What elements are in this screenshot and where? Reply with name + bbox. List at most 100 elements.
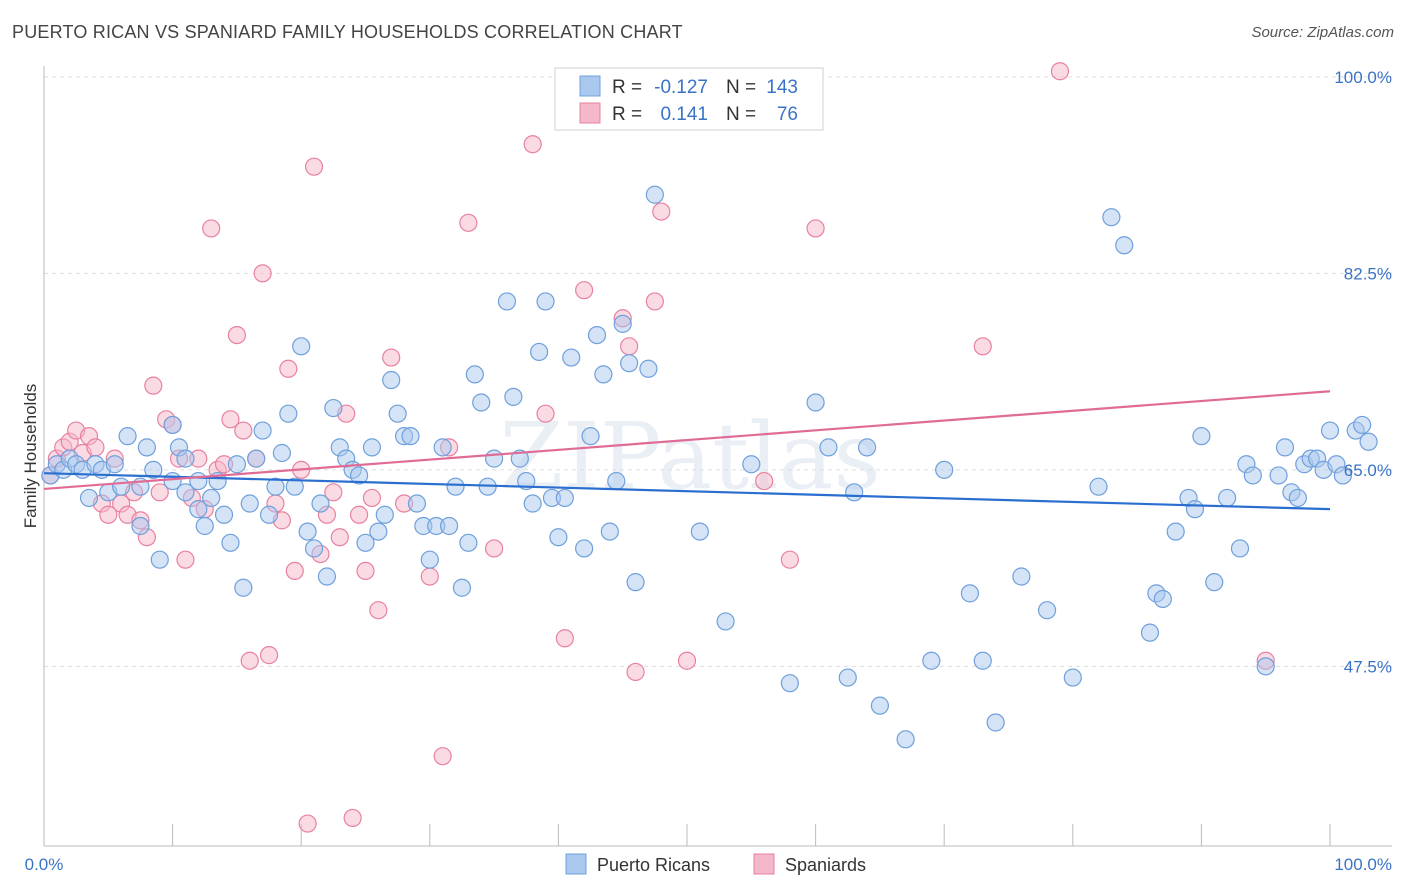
puerto-rican-point-121 bbox=[1192, 427, 1211, 446]
spaniard-point-34 bbox=[259, 646, 279, 665]
axes bbox=[43, 66, 1392, 847]
puerto-rican-point-63 bbox=[439, 516, 459, 536]
puerto-rican-point-15 bbox=[137, 438, 156, 457]
spaniard-point-49 bbox=[356, 561, 375, 581]
puerto-rican-point-43 bbox=[311, 494, 330, 513]
puerto-rican-point-118 bbox=[1166, 522, 1185, 541]
puerto-rican-point-79 bbox=[549, 528, 568, 547]
puerto-rican-point-39 bbox=[285, 477, 304, 496]
spaniard-point-67 bbox=[652, 202, 671, 221]
spaniard-point-29 bbox=[227, 326, 246, 345]
spaniard-point-45 bbox=[330, 528, 349, 547]
puerto-rican-point-76 bbox=[530, 342, 549, 362]
puerto-rican-point-122 bbox=[1205, 573, 1224, 592]
puerto-rican-point-99 bbox=[838, 668, 857, 687]
y-tick-labels: 47.5% 65.0% 82.5% 100.0% bbox=[1334, 68, 1392, 676]
legend-swatch-blue bbox=[579, 75, 601, 97]
spaniard-point-37 bbox=[279, 359, 298, 378]
puerto-rican-point-128 bbox=[1269, 466, 1288, 485]
puerto-rican-point-103 bbox=[896, 730, 915, 749]
spaniard-point-62 bbox=[575, 281, 594, 300]
spaniard-point-64 bbox=[620, 337, 639, 356]
series-label-spaniards: Spaniards bbox=[785, 855, 866, 875]
puerto-rican-point-108 bbox=[986, 713, 1005, 732]
grid bbox=[44, 76, 1392, 667]
puerto-rican-point-32 bbox=[240, 494, 259, 513]
x-tick-labels: 0.0% 100.0% bbox=[25, 855, 1392, 874]
puerto-rican-point-117 bbox=[1153, 589, 1172, 609]
puerto-rican-point-60 bbox=[420, 550, 439, 569]
puerto-rican-point-74 bbox=[517, 471, 536, 491]
puerto-rican-point-33 bbox=[247, 449, 266, 468]
puerto-ricans-points bbox=[41, 185, 1378, 749]
puerto-rican-point-68 bbox=[472, 393, 491, 412]
spaniard-point-16 bbox=[144, 376, 163, 395]
puerto-rican-point-42 bbox=[304, 539, 324, 558]
puerto-rican-point-12 bbox=[118, 427, 137, 446]
puerto-rican-point-24 bbox=[189, 500, 208, 519]
legend-r-label-1: R = bbox=[612, 104, 642, 125]
legend-swatch-pink bbox=[579, 102, 601, 124]
spaniard-point-38 bbox=[285, 561, 304, 581]
puerto-rican-point-123 bbox=[1218, 488, 1237, 508]
puerto-rican-point-17 bbox=[150, 550, 169, 569]
puerto-rican-point-71 bbox=[497, 292, 517, 311]
spaniard-point-31 bbox=[240, 651, 259, 670]
puerto-rican-point-41 bbox=[298, 522, 317, 541]
puerto-rican-point-40 bbox=[292, 337, 311, 356]
spaniard-point-48 bbox=[349, 505, 369, 524]
spaniard-point-21 bbox=[176, 550, 195, 569]
puerto-rican-point-6 bbox=[79, 488, 99, 508]
puerto-rican-point-38 bbox=[279, 404, 298, 423]
chart-title: PUERTO RICAN VS SPANIARD FAMILY HOUSEHOL… bbox=[12, 22, 683, 42]
puerto-rican-point-25 bbox=[195, 516, 214, 536]
puerto-rican-point-30 bbox=[227, 455, 246, 474]
puerto-rican-point-136 bbox=[1320, 421, 1340, 440]
y-axis-label: Family Households bbox=[21, 384, 40, 529]
puerto-rican-point-62 bbox=[433, 438, 452, 457]
trend-line-1 bbox=[43, 390, 1331, 491]
spaniard-point-7 bbox=[86, 438, 105, 457]
puerto-rican-point-92 bbox=[645, 185, 664, 204]
puerto-rican-point-67 bbox=[465, 365, 484, 384]
legend-n-value-1: 76 bbox=[777, 104, 798, 125]
puerto-rican-point-23 bbox=[189, 471, 208, 491]
spaniard-point-40 bbox=[298, 814, 317, 833]
chart-source: Source: ZipAtlas.com bbox=[1251, 24, 1394, 41]
spaniard-point-44 bbox=[324, 483, 343, 502]
puerto-rican-point-86 bbox=[600, 522, 619, 541]
spaniard-point-33 bbox=[253, 264, 272, 283]
puerto-rican-point-10 bbox=[105, 455, 124, 474]
puerto-rican-point-83 bbox=[581, 427, 600, 446]
puerto-rican-point-124 bbox=[1230, 539, 1250, 558]
puerto-rican-point-138 bbox=[1333, 466, 1352, 485]
puerto-rican-point-114 bbox=[1115, 236, 1134, 255]
puerto-rican-point-126 bbox=[1243, 466, 1262, 485]
puerto-rican-point-101 bbox=[857, 438, 877, 457]
spaniard-point-55 bbox=[433, 747, 452, 766]
spaniard-point-28 bbox=[221, 410, 240, 429]
puerto-rican-point-19 bbox=[163, 415, 182, 435]
puerto-rican-point-35 bbox=[259, 505, 279, 524]
puerto-rican-point-112 bbox=[1089, 477, 1108, 496]
puerto-rican-point-26 bbox=[202, 488, 221, 508]
x-tick-label-0: 0.0% bbox=[25, 855, 64, 874]
puerto-rican-point-77 bbox=[536, 292, 555, 311]
puerto-rican-point-93 bbox=[690, 522, 709, 541]
spaniard-point-72 bbox=[973, 337, 992, 356]
puerto-rican-point-75 bbox=[523, 494, 542, 513]
puerto-rican-point-95 bbox=[742, 455, 761, 474]
puerto-rican-point-96 bbox=[780, 674, 799, 693]
spaniard-point-58 bbox=[485, 539, 504, 558]
puerto-rican-point-51 bbox=[362, 438, 382, 457]
puerto-rican-point-127 bbox=[1256, 657, 1275, 676]
puerto-rican-point-131 bbox=[1288, 488, 1307, 508]
spaniard-point-68 bbox=[677, 651, 697, 670]
puerto-rican-point-31 bbox=[234, 578, 253, 597]
puerto-rican-point-34 bbox=[253, 421, 272, 440]
puerto-rican-point-100 bbox=[845, 483, 864, 502]
puerto-rican-point-120 bbox=[1185, 500, 1205, 519]
puerto-rican-point-37 bbox=[272, 443, 292, 463]
puerto-rican-point-141 bbox=[1359, 432, 1378, 451]
